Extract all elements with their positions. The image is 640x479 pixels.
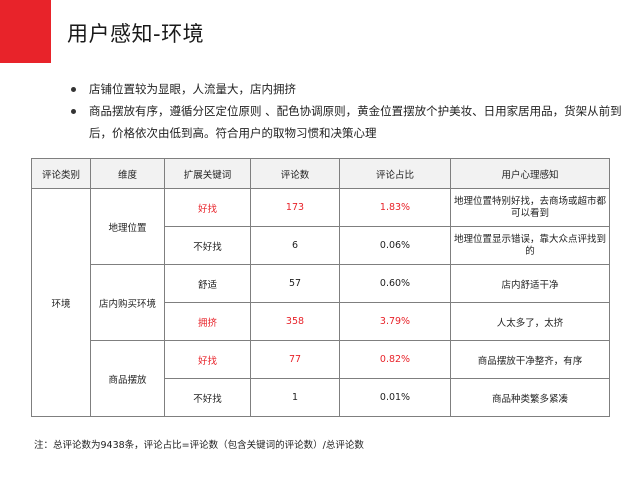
ratio-cell: 0.01% [339, 378, 451, 417]
bullet-item: 店铺位置较为显眼，人流量大，店内拥挤 [68, 78, 628, 100]
dimension-cell: 地理位置 [90, 188, 165, 265]
count-cell: 173 [250, 188, 340, 227]
count-cell: 77 [250, 340, 340, 379]
keyword-cell: 拥挤 [164, 302, 251, 341]
perception-cell: 人太多了，太挤 [450, 302, 610, 341]
ratio-cell: 1.83% [339, 188, 451, 227]
header-count: 评论数 [250, 158, 340, 189]
title-accent-bar [0, 0, 51, 63]
perception-cell: 地理位置特别好找，去商场或超市都可以看到 [450, 188, 610, 227]
header-keyword: 扩展关键词 [164, 158, 251, 189]
ratio-cell: 3.79% [339, 302, 451, 341]
keyword-cell: 好找 [164, 188, 251, 227]
ratio-cell: 0.82% [339, 340, 451, 379]
keyword-cell: 好找 [164, 340, 251, 379]
keyword-cell: 舒适 [164, 264, 251, 303]
count-cell: 1 [250, 378, 340, 417]
keyword-cell: 不好找 [164, 378, 251, 417]
dimension-cell: 店内购买环境 [90, 264, 165, 341]
table-row: 店内购买环境 舒适 57 0.60% 店内舒适干净 [32, 264, 610, 341]
dimension-cell: 商品摆放 [90, 340, 165, 417]
slide-title: 用户感知-环境 [67, 22, 205, 46]
table-row: 商品摆放 好找 77 0.82% 商品摆放干净整齐，有序 [32, 340, 610, 417]
bullet-item: 商品摆放有序，遵循分区定位原则 、配色协调原则，黄金位置摆放个护美妆、日用家居用… [68, 100, 628, 144]
count-cell: 6 [250, 226, 340, 265]
header-perception: 用户心理感知 [450, 158, 610, 189]
table-row: 不好找 6 0.06% 地理位置显示错误，靠大众点评找到的 [32, 226, 610, 265]
count-cell: 57 [250, 264, 340, 303]
keyword-cell: 不好找 [164, 226, 251, 265]
table-row: 不好找 1 0.01% 商品种类繁多紧凑 [32, 378, 610, 417]
bullet-list: 店铺位置较为显眼，人流量大，店内拥挤 商品摆放有序，遵循分区定位原则 、配色协调… [68, 78, 628, 144]
perception-cell: 商品摆放干净整齐，有序 [450, 340, 610, 379]
perception-cell: 地理位置显示错误，靠大众点评找到的 [450, 226, 610, 265]
header-dimension: 维度 [90, 158, 165, 189]
category-cell: 环境 [31, 188, 91, 417]
table-header-row: 评论类别 维度 扩展关键词 评论数 评论占比 用户心理感知 [31, 158, 610, 189]
perception-cell: 店内舒适干净 [450, 264, 610, 303]
footnote: 注：总评论数为9438条，评论占比=评论数（包含关键词的评论数）/总评论数 [34, 440, 364, 451]
ratio-cell: 0.06% [339, 226, 451, 265]
perception-cell: 商品种类繁多紧凑 [450, 378, 610, 417]
count-cell: 358 [250, 302, 340, 341]
ratio-cell: 0.60% [339, 264, 451, 303]
environment-perception-table: 评论类别 维度 扩展关键词 评论数 评论占比 用户心理感知 环境 地理位置 好找… [31, 158, 610, 417]
header-category: 评论类别 [31, 158, 91, 189]
header-ratio: 评论占比 [339, 158, 451, 189]
table-row: 环境 地理位置 好找 173 1.83% 地理位置特别好找，去商场或超市都可以看… [31, 188, 610, 417]
